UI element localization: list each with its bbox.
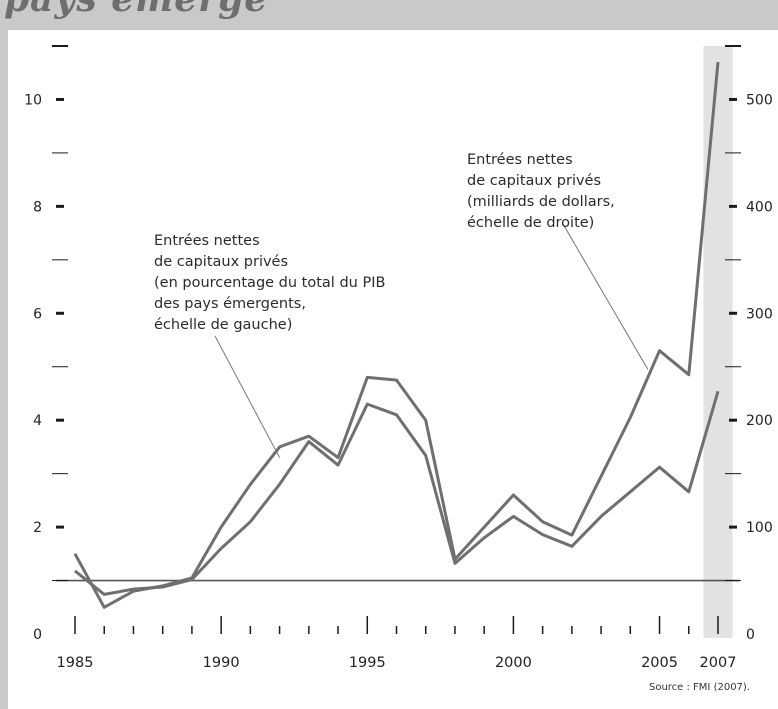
left-decorative-rule	[0, 30, 8, 709]
annotation-right-scale: Entrées nettes de capitaux privés (milli…	[467, 150, 615, 234]
annotation-line: Entrées nettes	[154, 233, 260, 249]
x-tick-label: 2007	[700, 655, 737, 671]
left-tick-label: 4	[33, 413, 42, 429]
annotation-line: échelle de gauche)	[154, 317, 293, 333]
left-tick-label: 0	[33, 627, 42, 643]
left-tick-label: 6	[33, 306, 42, 322]
left-tick-label: 10	[24, 92, 42, 108]
source-note: Source : FMI (2007).	[648, 682, 750, 693]
x-tick-label: 1995	[349, 655, 386, 671]
right-tick-label: 200	[746, 413, 773, 429]
annotation-line: Entrées nettes	[467, 152, 573, 168]
x-tick-label: 2005	[641, 655, 678, 671]
header-band: pays émerge	[0, 0, 778, 30]
annotation-line: des pays émergents,	[154, 296, 306, 312]
right-tick-label: 300	[746, 306, 773, 322]
right-tick-label: 100	[746, 520, 773, 536]
right-tick-label: 0	[746, 627, 755, 643]
annotation-line: (en pourcentage du total du PIB	[154, 275, 386, 291]
x-tick-label: 1990	[203, 655, 240, 671]
annotation-leader-line	[214, 335, 281, 458]
annotation-line: (milliards de dollars,	[467, 194, 615, 210]
annotation-leader-line	[562, 223, 649, 370]
left-tick-label: 8	[33, 199, 42, 215]
highlight-band	[703, 46, 733, 638]
right-tick-label: 500	[746, 92, 773, 108]
annotation-line: échelle de droite)	[467, 215, 595, 231]
left-tick-label: 2	[33, 520, 42, 536]
annotation-left-scale: Entrées nettes de capitaux privés (en po…	[154, 231, 385, 336]
series-line-right-scale	[74, 390, 720, 596]
chart-title-fragment: pays émerge	[4, 0, 268, 20]
x-tick-label: 2000	[495, 655, 532, 671]
right-tick-label: 400	[746, 199, 773, 215]
annotation-line: de capitaux privés	[154, 254, 289, 270]
x-tick-label: 1985	[57, 655, 94, 671]
annotation-line: de capitaux privés	[467, 173, 602, 189]
